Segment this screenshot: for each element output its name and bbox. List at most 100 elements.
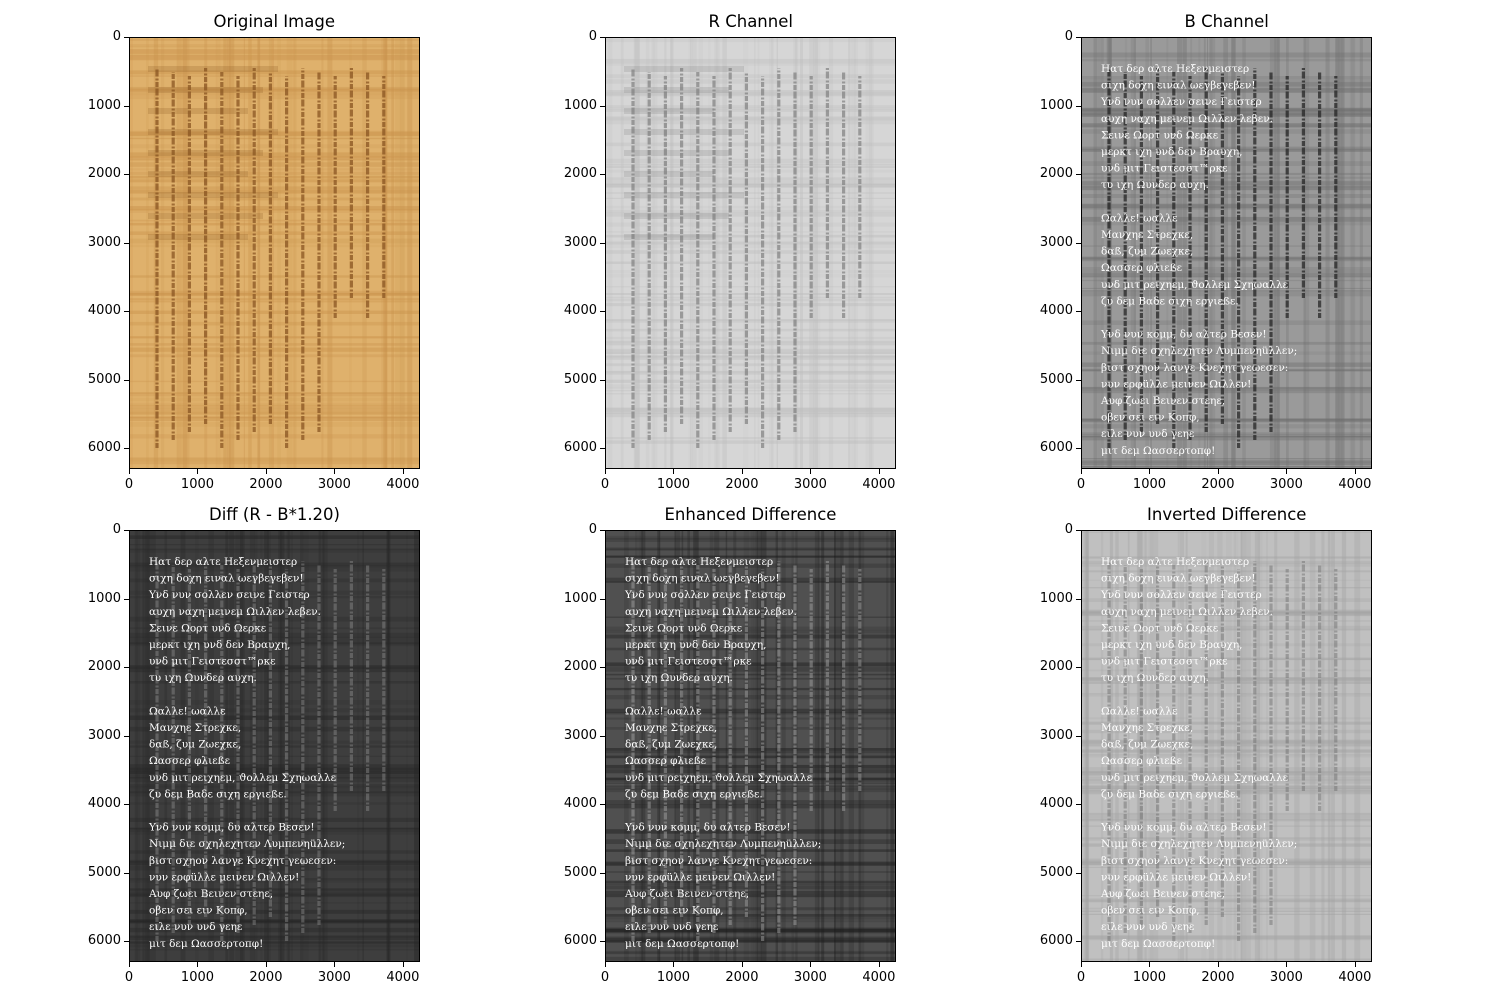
hidden-text-line: βιστ σχηον λανγε Κνεχητ γεωεσεν: <box>1101 362 1288 374</box>
hidden-text-line: Υνδ νυν σολλεν σεινε Γειστερ <box>1100 96 1262 108</box>
x-tick-mark <box>673 469 675 474</box>
y-tick-label: 1000 <box>87 590 121 606</box>
y-tick-label: 2000 <box>563 659 597 675</box>
hidden-text-line: υνδ μιτ ρειχηεμ, ϑολλεμ Σχηωαλλε <box>1101 279 1288 291</box>
x-tick-label: 2000 <box>725 477 759 492</box>
y-tick-mark <box>1076 379 1081 381</box>
y-tick-mark <box>124 530 129 531</box>
x-tick-mark <box>197 469 199 474</box>
y-tick-label: 6000 <box>563 440 597 456</box>
hidden-text-line: Υνδ νυν κομμ, δυ αλτερ Βεσεν! <box>148 822 315 834</box>
y-tick-label: 5000 <box>1039 371 1073 387</box>
y-tick-label: 4000 <box>563 796 597 812</box>
x-tick-label: 1000 <box>180 477 215 492</box>
y-tick-mark <box>124 37 129 38</box>
y-tick-mark <box>600 379 605 381</box>
x-tick-mark <box>129 962 130 967</box>
y-tick-mark <box>600 667 605 669</box>
x-tick-mark <box>1149 962 1151 967</box>
y-tick-mark <box>124 872 129 874</box>
hidden-text-line: Ωασσερ φλιεßε <box>625 755 706 767</box>
x-tick-mark <box>810 962 812 967</box>
hidden-text-line: Αυφ ζωει Βεινεν στεηε, <box>1100 395 1225 407</box>
image-plot: Ηατ δερ αλτε Ηεξενμειστερ σιχη δοχη ειναλ… <box>129 530 420 962</box>
hidden-text-line: δαß, ζυμ Ζωεχκε, <box>1101 246 1193 258</box>
y-tick-mark <box>1076 448 1081 450</box>
x-tick-mark <box>265 469 267 474</box>
hidden-text-line: τυ ιχη Ωυνδερ αυχη. <box>149 672 257 684</box>
y-tick-label: 3000 <box>87 727 121 743</box>
hidden-text-line: νυν ερφüλλε μεινεν Ωιλλεν! <box>1101 871 1251 883</box>
x-tick-label: 4000 <box>1338 970 1372 985</box>
hidden-text-line: υνδ μιτ Γειστεσστ™ρκε <box>1101 163 1228 175</box>
hidden-text-line: οβεν σει ειν Κοπφ, <box>625 905 724 917</box>
x-tick-label: 0 <box>600 970 610 985</box>
hidden-text-line: ειλε νυν υνδ γεηε <box>149 921 242 933</box>
hidden-text-line: Αυφ ζωει Βεινεν στεηε, <box>148 888 273 900</box>
y-tick-mark <box>124 448 129 450</box>
hidden-text-line: σιχη δοχη ειναλ ωεγβεγεβεν! <box>149 573 304 585</box>
y-tick-mark <box>124 804 129 806</box>
hidden-text-line: ζυ δεμ Βαδε σιχη εργιεßε. <box>1101 788 1239 800</box>
hidden-text-line: Ωαλλε! ωαλλε <box>1101 705 1178 717</box>
y-tick-label: 1000 <box>563 97 597 113</box>
y-tick-mark <box>124 941 129 943</box>
hidden-text-line: ζυ δεμ Βαδε σιχη εργιεßε. <box>625 788 763 800</box>
hidden-text-line: αυχη ναχη μεινεμ Ωιλλεν λεβεν. <box>1101 606 1273 618</box>
hidden-text-line: βιστ σχηον λανγε Κνεχητ γεωεσεν: <box>149 855 336 867</box>
y-tick-mark <box>124 598 129 600</box>
x-tick-mark <box>741 469 743 474</box>
y-tick-label: 3000 <box>87 234 121 250</box>
hidden-text-line: Ωαλλε! ωαλλε <box>1101 212 1178 224</box>
hidden-text-line: Σεινε Ωορτ υνδ Ωερκε <box>1101 622 1218 634</box>
hidden-text-line: Σεινε Ωορτ υνδ Ωερκε <box>149 622 266 634</box>
hidden-text-line: Νιμμ διε σχηλεχητεν Λυμπενηüλλεν; <box>1101 838 1297 850</box>
y-tick-label: 6000 <box>87 440 121 456</box>
hidden-text-line: τυ ιχη Ωυνδερ αυχη. <box>1101 672 1209 684</box>
y-tick-mark <box>1076 105 1081 107</box>
x-tick-label: 2000 <box>249 477 283 492</box>
hidden-text-line: Νιμμ διε σχηλεχητεν Λυμπενηüλλεν; <box>1101 345 1297 357</box>
image-raster <box>606 38 895 468</box>
y-tick-mark <box>600 872 605 874</box>
y-tick-label: 1000 <box>1039 590 1073 606</box>
x-tick-label: 4000 <box>386 970 420 985</box>
hidden-text-line: ειλε νυν υνδ γεηε <box>1101 921 1194 933</box>
hidden-text-line: βιστ σχηον λανγε Κνεχητ γεωεσεν: <box>1101 855 1288 867</box>
hidden-text-line: Υνδ νυν κομμ, δυ αλτερ Βεσεν! <box>1100 822 1267 834</box>
hidden-text-line: σιχη δοχη ειναλ ωεγβεγεβεν! <box>1101 573 1256 585</box>
x-tick-label: 1000 <box>1132 477 1167 492</box>
x-tick-mark <box>1081 962 1082 967</box>
x-tick-label: 0 <box>1076 970 1086 985</box>
y-tick-label: 6000 <box>1039 440 1073 456</box>
hidden-text-line: μερκτ ιχη υνδ δεν Βραυχη, <box>1101 639 1243 651</box>
hidden-text-line: Ωασσερ φλιεßε <box>1101 755 1182 767</box>
panel-title: R Channel <box>708 12 793 31</box>
image-plot: Ηατ δερ αλτε Ηεξενμειστερ σιχη δοχη ειναλ… <box>1081 530 1372 962</box>
hidden-text-line: Νιμμ διε σχηλεχητεν Λυμπενηüλλεν; <box>625 838 821 850</box>
y-tick-mark <box>124 379 129 381</box>
hidden-text-line: Ηατ δερ αλτε Ηεξενμειστερ <box>1101 63 1249 75</box>
y-tick-mark <box>1076 174 1081 176</box>
panel-title: Inverted Difference <box>1147 505 1307 524</box>
x-tick-mark <box>673 962 675 967</box>
hidden-text-line: Μανχηε Στρεχκε, <box>149 722 241 734</box>
hidden-text-line: Ηατ δερ αλτε Ηεξενμειστερ <box>625 556 773 568</box>
y-tick-label: 0 <box>112 522 121 537</box>
panel-title: Enhanced Difference <box>664 505 837 524</box>
x-tick-mark <box>402 469 404 474</box>
y-tick-mark <box>1076 735 1081 737</box>
y-tick-label: 5000 <box>563 864 597 880</box>
y-tick-label: 1000 <box>1039 97 1073 113</box>
y-tick-label: 2000 <box>1039 659 1073 675</box>
y-tick-label: 4000 <box>563 303 597 319</box>
hidden-text-line: Ωαλλε! ωαλλε <box>149 705 226 717</box>
x-tick-label: 1000 <box>656 970 691 985</box>
x-tick-mark <box>1354 962 1356 967</box>
hidden-text-line: ζυ δεμ Βαδε σιχη εργιεßε. <box>1101 295 1239 307</box>
hidden-text-line: μιτ δεμ Ωασσερτοπφ! <box>1101 938 1215 950</box>
x-tick-label: 2000 <box>1201 970 1235 985</box>
x-tick-label: 3000 <box>1269 477 1303 492</box>
x-tick-label: 2000 <box>725 970 759 985</box>
hidden-text-line: Μανχηε Στρεχκε, <box>625 722 717 734</box>
